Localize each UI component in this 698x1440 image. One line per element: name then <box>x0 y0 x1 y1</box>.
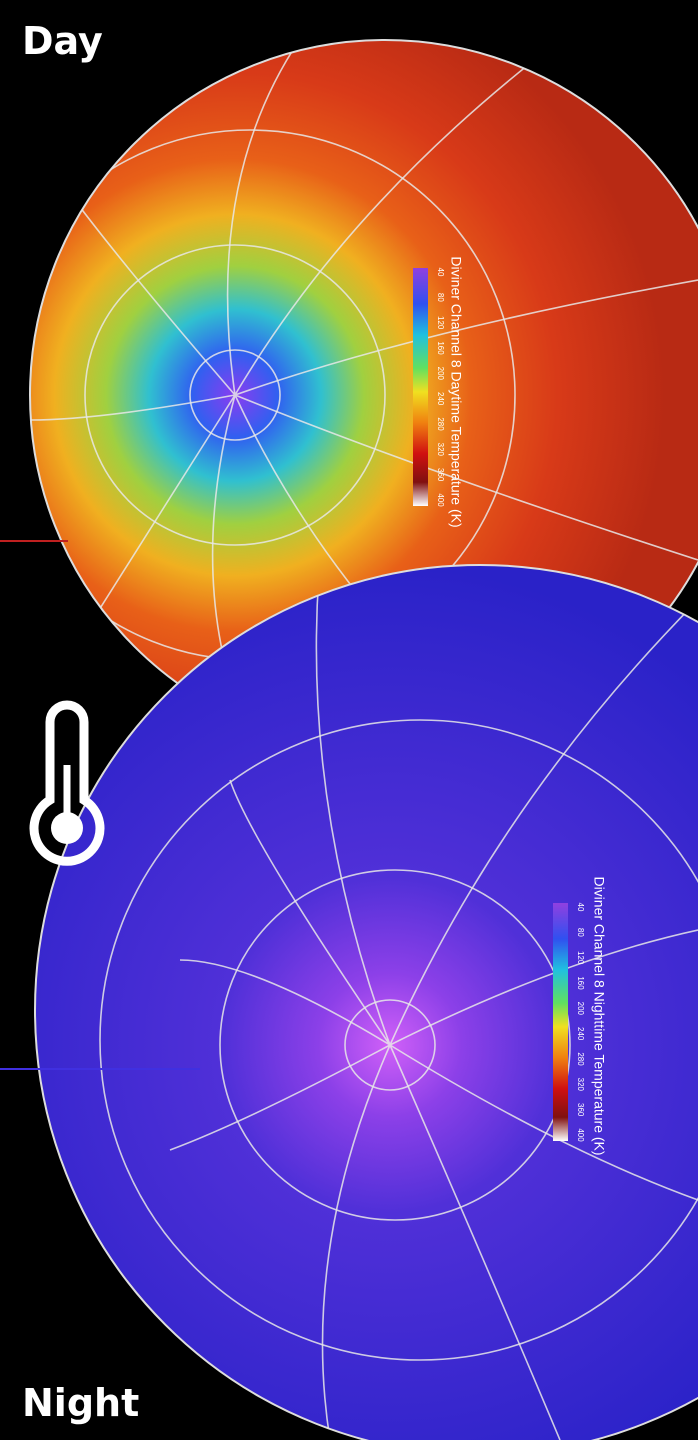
colorbar-tick-label: 80 <box>576 928 585 937</box>
colorbar-tick-label: 240 <box>576 1027 585 1041</box>
colorbar-tick-label: 40 <box>576 903 585 912</box>
night-globe <box>34 564 698 1440</box>
colorbar-tick-label: 360 <box>436 468 445 482</box>
colorbar-tick-label: 200 <box>436 367 445 381</box>
colorbar <box>413 268 428 506</box>
colorbar-tick-label: 40 <box>436 268 445 277</box>
colorbar-tick-label: 120 <box>576 951 585 965</box>
colorbar-tick-label: 280 <box>436 417 445 431</box>
colorbar-tick-label: 200 <box>576 1002 585 1016</box>
colorbar-tick-label: 320 <box>436 443 445 457</box>
colorbar <box>553 903 568 1141</box>
colorbar-tick-label: 320 <box>576 1078 585 1092</box>
colorbar-tick-label: 280 <box>576 1052 585 1066</box>
colorbar-tick-label: 160 <box>436 341 445 355</box>
tick-layer: 40 80 120 160 200 240 280 320 360 400 40 80 120 160 20… <box>436 268 585 1143</box>
colorbar-tick-label: 240 <box>436 392 445 406</box>
thermometer-icon <box>29 700 105 866</box>
colorbar-title: Diviner Channel 8 Nighttime Temperature … <box>591 876 607 1155</box>
colorbar-tick-label: 360 <box>576 1103 585 1117</box>
colorbar-tick-label: 80 <box>436 293 445 302</box>
colorbar-title: Diviner Channel 8 Daytime Temperature (K… <box>448 256 464 527</box>
colorbar-tick-label: 400 <box>436 493 445 507</box>
colorbar-tick-label: 400 <box>576 1128 585 1142</box>
night-label: Night <box>22 1381 139 1425</box>
colorbar-tick-label: 160 <box>576 976 585 990</box>
day-label: Day <box>22 19 103 63</box>
colorbar-tick-label: 120 <box>436 316 445 330</box>
